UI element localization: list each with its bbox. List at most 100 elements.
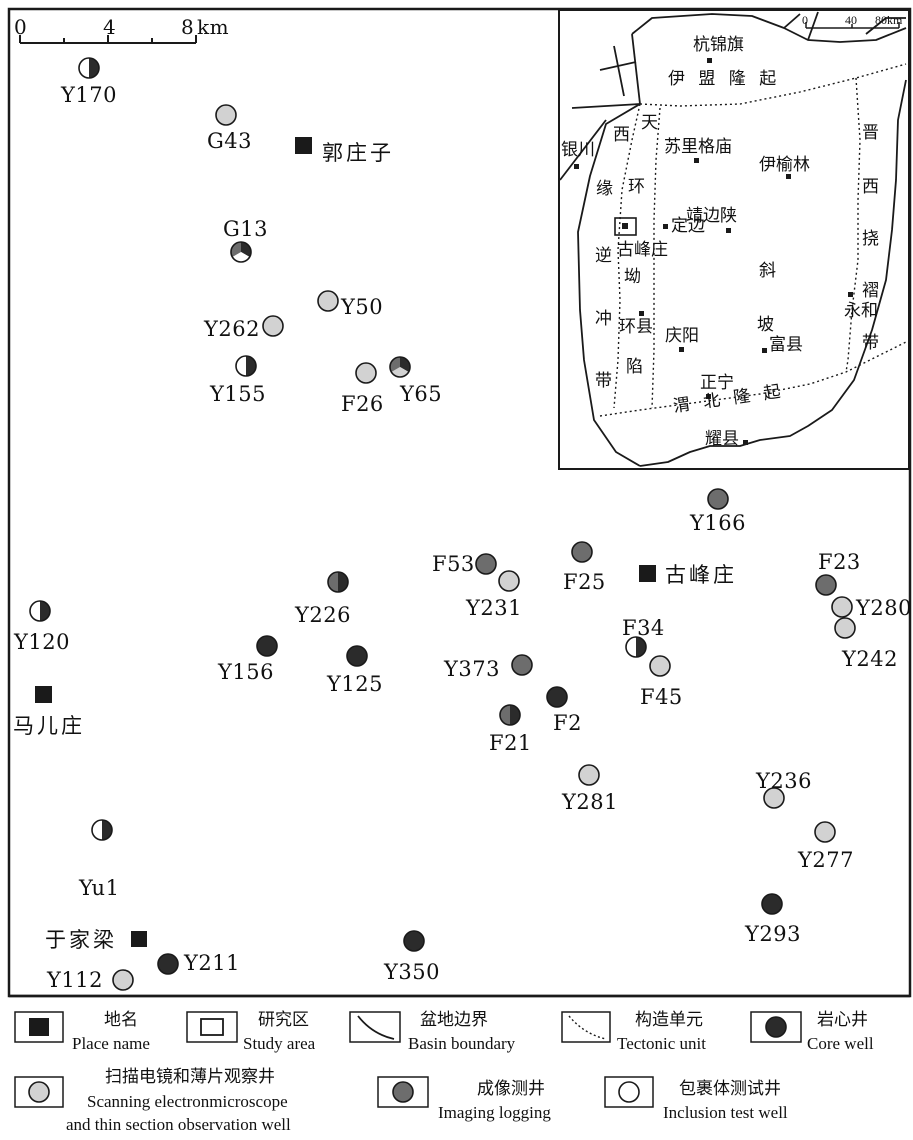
- well-label-Y226: Y226: [295, 603, 351, 627]
- legend-tectonic-en: Tectonic unit: [617, 1034, 706, 1053]
- well-symbol-F2: [546, 686, 568, 708]
- well-symbol-Y211: [157, 953, 179, 975]
- inset-unit-dai2: 带: [862, 333, 879, 353]
- inset-unit-jin: 晋: [862, 123, 879, 143]
- well-symbol-Y277: [814, 821, 836, 843]
- well-label-G43: G43: [207, 129, 252, 153]
- inset-unit-yimeng: 伊 盟 隆 起: [668, 69, 781, 89]
- place-yujialiang: 于家梁: [45, 928, 117, 952]
- inset-city-yonghe: 永和: [844, 301, 878, 321]
- well-symbol-Y50: [317, 290, 339, 312]
- well-label-Y120: Y120: [14, 630, 70, 654]
- well-symbol-Y156: [256, 635, 278, 657]
- legend-core-en: Core well: [807, 1034, 874, 1053]
- well-label-Y166: Y166: [690, 511, 746, 535]
- inset-city-hangjinqi: 杭锦旗: [693, 35, 744, 55]
- well-symbol-Y373: [511, 654, 533, 676]
- legend-basin-cn: 盆地边界: [420, 1010, 488, 1030]
- inset-unit-huan: 环: [628, 177, 645, 197]
- legend-boxes: [14, 1011, 802, 1108]
- well-symbol-F34: [625, 636, 647, 658]
- well-symbol-F25: [571, 541, 593, 563]
- inset-scale-40: 40: [845, 13, 857, 27]
- scale-label-0: 0: [14, 15, 28, 39]
- legend-scanning-en2: and thin section observation well: [66, 1115, 291, 1134]
- well-label-F53: F53: [432, 552, 475, 576]
- well-symbol-Y280: [831, 596, 853, 618]
- well-symbol-F23: [815, 574, 837, 596]
- place-name-markers: [35, 137, 656, 947]
- well-label-Y50: Y50: [341, 295, 384, 319]
- inset-unit-xie: 斜: [759, 261, 776, 281]
- legend-place-en: Place name: [72, 1034, 150, 1053]
- well-label-Y211: Y211: [184, 951, 240, 975]
- inset-scale-0: 0: [802, 13, 808, 27]
- well-label-G13: G13: [223, 217, 268, 241]
- place-gufengzhuang: 古峰庄: [665, 563, 737, 587]
- place-maerzhuang: 马儿庄: [13, 714, 85, 738]
- inset-unit-xi2: 西: [862, 177, 879, 197]
- inset-city-dingbian: 定边: [671, 216, 705, 236]
- well-symbol-Yu1: [91, 819, 113, 841]
- well-symbol-F45: [649, 655, 671, 677]
- inset-city-dots: [574, 58, 853, 445]
- well-label-F2: F2: [553, 711, 582, 735]
- well-label-Y350: Y350: [384, 960, 440, 984]
- well-label-Y231: Y231: [466, 596, 522, 620]
- legend-place-cn: 地名: [104, 1010, 138, 1030]
- well-label-Y281: Y281: [562, 790, 618, 814]
- inset-frame: [558, 9, 910, 470]
- inset-tectonic-units: [599, 63, 907, 417]
- inset-city-yulin: 伊榆林: [759, 155, 810, 175]
- inset-city-yaoxian: 耀县: [705, 429, 739, 449]
- legend-glyphs: [28, 1015, 787, 1103]
- well-symbol-F26: [355, 362, 377, 384]
- well-symbol-Y170: [78, 57, 100, 79]
- legend-inclusion-cn: 包裹体测试井: [679, 1079, 781, 1099]
- well-label-F25: F25: [563, 570, 606, 594]
- well-symbol-Y231: [498, 570, 520, 592]
- inset-city-suligemiao: 苏里格庙: [664, 137, 732, 157]
- inset-unit-ao: 坳: [624, 267, 641, 287]
- legend-scanning-en: Scanning electronmicroscope: [87, 1092, 288, 1111]
- place-guozhuangzi: 郭庄子: [322, 141, 394, 165]
- inset-city-gufengzhuang: 古峰庄: [617, 240, 668, 260]
- well-label-Y125: Y125: [327, 672, 383, 696]
- well-label-Y65: Y65: [400, 382, 443, 406]
- well-symbol-Y166: [707, 488, 729, 510]
- well-symbol-F21: [499, 704, 521, 726]
- well-label-Y242: Y242: [842, 647, 898, 671]
- well-label-F26: F26: [341, 392, 384, 416]
- well-symbol-G13: [230, 241, 252, 263]
- legend-imaging-en: Imaging logging: [438, 1103, 551, 1122]
- well-label-Y262: Y262: [204, 317, 260, 341]
- legend-imaging-cn: 成像测井: [477, 1079, 545, 1099]
- well-label-Y293: Y293: [745, 922, 801, 946]
- inset-unit-chong: 冲: [595, 309, 612, 329]
- well-symbol-Y293: [761, 893, 783, 915]
- well-label-F23: F23: [818, 550, 861, 574]
- well-symbol-F53: [475, 553, 497, 575]
- well-label-Yu1: Yu1: [79, 876, 120, 900]
- wells-layer: [29, 57, 856, 991]
- well-symbol-Y236: [763, 787, 785, 809]
- legend-tectonic-cn: 构造单元: [635, 1010, 703, 1030]
- well-label-Y170: Y170: [61, 83, 117, 107]
- well-symbol-Y155: [235, 355, 257, 377]
- inset-city-huanxian: 环县: [619, 317, 653, 337]
- inset-city-jingbian: 靖边陕: [686, 206, 737, 226]
- scale-label-4: 4: [103, 15, 117, 39]
- scale-label-8: 8: [181, 15, 195, 39]
- well-symbol-Y65: [389, 356, 411, 378]
- inset-unit-dai: 带: [595, 371, 612, 391]
- inset-city-fuxian: 富县: [769, 335, 803, 355]
- inset-unit-zhe: 褶: [862, 281, 879, 301]
- well-label-Y277: Y277: [798, 848, 854, 872]
- well-symbol-Y125: [346, 645, 368, 667]
- well-label-F34: F34: [622, 616, 665, 640]
- well-symbol-Y262: [262, 315, 284, 337]
- well-symbol-Y242: [834, 617, 856, 639]
- inset-scale-80: 80km: [875, 13, 903, 27]
- well-symbol-Y281: [578, 764, 600, 786]
